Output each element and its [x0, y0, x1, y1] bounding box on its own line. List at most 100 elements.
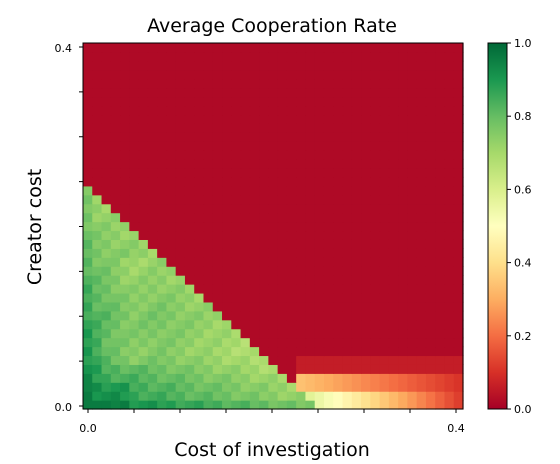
heatmap-cell: [370, 78, 381, 89]
heatmap-cell: [222, 194, 232, 205]
heatmap-cell: [416, 373, 427, 383]
heatmap-cell: [120, 132, 130, 142]
heatmap-cell: [425, 391, 436, 401]
heatmap-cell: [175, 301, 186, 312]
heatmap-cell: [361, 105, 371, 116]
heatmap-cell: [166, 355, 177, 365]
heatmap-cell: [240, 275, 251, 285]
heatmap-cell: [342, 346, 353, 357]
heatmap-cell: [305, 141, 316, 151]
heatmap-cell: [175, 221, 186, 232]
heatmap-cell: [83, 310, 93, 321]
heatmap-cell: [398, 364, 408, 374]
heatmap-cell: [110, 328, 121, 339]
heatmap-cell: [175, 355, 186, 365]
heatmap-cell: [435, 301, 446, 312]
heatmap-cell: [379, 159, 390, 169]
heatmap-cell: [92, 391, 103, 401]
heatmap-cell: [240, 310, 251, 321]
heatmap-cell: [435, 69, 446, 80]
heatmap-cell: [147, 292, 158, 303]
heatmap-cell: [333, 159, 344, 169]
heatmap-cell: [305, 132, 316, 142]
heatmap-cell: [194, 373, 205, 383]
heatmap-cell: [147, 391, 158, 401]
heatmap-cell: [398, 391, 408, 401]
heatmap-cell: [370, 328, 381, 339]
heatmap-cell: [398, 248, 408, 258]
heatmap-cell: [268, 60, 279, 71]
heatmap-cell: [416, 159, 427, 169]
heatmap-cell: [92, 301, 103, 312]
heatmap-cell: [110, 346, 121, 357]
heatmap-cell: [129, 275, 140, 285]
heatmap-cell: [370, 194, 381, 205]
heatmap-cell: [129, 69, 140, 80]
heatmap-cell: [138, 96, 149, 107]
heatmap-cell: [361, 275, 371, 285]
heatmap-cell: [351, 301, 362, 312]
heatmap-cell: [222, 319, 232, 330]
heatmap-cell: [92, 114, 103, 124]
heatmap-cell: [231, 284, 242, 294]
heatmap-cell: [101, 391, 112, 401]
heatmap-cell: [240, 150, 251, 160]
heatmap-cell: [323, 96, 334, 107]
heatmap-cell: [314, 373, 325, 383]
heatmap-cell: [277, 123, 288, 133]
heatmap-cell: [398, 382, 408, 392]
heatmap-cell: [314, 400, 325, 410]
heatmap-cell: [268, 284, 279, 294]
heatmap-cell: [138, 105, 149, 116]
heatmap-cell: [240, 328, 251, 339]
heatmap-cell: [184, 105, 195, 116]
heatmap-cell: [92, 185, 103, 196]
heatmap-cell: [249, 78, 260, 89]
heatmap-cell: [249, 292, 260, 303]
heatmap-cell: [333, 275, 344, 285]
heatmap-cell: [240, 257, 251, 267]
heatmap-cell: [277, 96, 288, 107]
heatmap-cell: [222, 301, 232, 312]
heatmap-cell: [212, 301, 223, 312]
heatmap-cell: [259, 123, 269, 133]
heatmap-cell: [305, 328, 316, 339]
heatmap-cell: [157, 114, 168, 124]
heatmap-cell: [157, 78, 168, 89]
heatmap-cell: [249, 159, 260, 169]
heatmap-cell: [203, 319, 214, 330]
heatmap-cell: [286, 391, 297, 401]
heatmap-cell: [333, 337, 344, 348]
heatmap-cell: [222, 123, 232, 133]
heatmap-cell: [259, 132, 269, 142]
heatmap-cell: [222, 266, 232, 276]
heatmap-cell: [175, 141, 186, 151]
heatmap-cell: [416, 114, 427, 124]
heatmap-cell: [286, 230, 297, 240]
heatmap-cell: [351, 78, 362, 89]
heatmap-cell: [212, 176, 223, 187]
heatmap-cell: [268, 266, 279, 276]
heatmap-cell: [194, 96, 205, 107]
heatmap-cell: [259, 60, 269, 71]
heatmap-cell: [305, 176, 316, 187]
heatmap-cell: [268, 382, 279, 392]
heatmap-cell: [175, 132, 186, 142]
heatmap-cell: [147, 132, 158, 142]
x-axis: [87, 409, 457, 413]
heatmap-cell: [259, 159, 269, 169]
heatmap-cell: [453, 391, 464, 401]
heatmap-cell: [416, 221, 427, 232]
heatmap-cell: [370, 337, 381, 348]
heatmap-cell: [240, 105, 251, 116]
heatmap-cell: [175, 382, 186, 392]
heatmap-cell: [249, 400, 260, 410]
heatmap-cell: [277, 382, 288, 392]
heatmap-cell: [388, 239, 399, 249]
heatmap-cell: [453, 105, 464, 116]
heatmap-cell: [435, 257, 446, 267]
heatmap-cell: [138, 292, 149, 303]
heatmap-cell: [222, 248, 232, 258]
heatmap-cell: [231, 373, 242, 383]
